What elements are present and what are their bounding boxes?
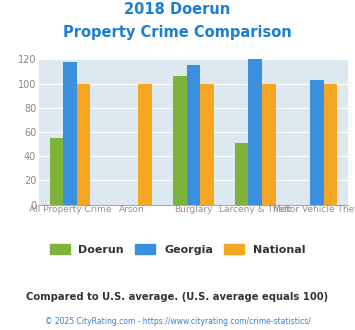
Bar [235, 143, 248, 205]
Text: 2018 Doerun: 2018 Doerun [124, 2, 231, 16]
Text: Arson: Arson [119, 205, 144, 214]
Bar [187, 65, 200, 205]
Bar [324, 83, 337, 205]
Bar [77, 83, 90, 205]
Text: Larceny & Theft: Larceny & Theft [219, 205, 291, 214]
Bar [310, 80, 324, 205]
Bar [262, 83, 275, 205]
Text: Property Crime Comparison: Property Crime Comparison [63, 25, 292, 40]
Legend: Doerun, Georgia, National: Doerun, Georgia, National [44, 238, 311, 260]
Text: © 2025 CityRating.com - https://www.cityrating.com/crime-statistics/: © 2025 CityRating.com - https://www.city… [45, 317, 310, 326]
Text: Compared to U.S. average. (U.S. average equals 100): Compared to U.S. average. (U.S. average … [26, 292, 329, 302]
Bar [50, 138, 63, 205]
Text: Burglary: Burglary [174, 205, 213, 214]
Bar [173, 76, 187, 205]
Bar [200, 83, 214, 205]
Bar [248, 59, 262, 205]
Bar [63, 62, 77, 205]
Text: All Property Crime: All Property Crime [29, 205, 111, 214]
Text: Motor Vehicle Theft: Motor Vehicle Theft [273, 205, 355, 214]
Bar [138, 83, 152, 205]
